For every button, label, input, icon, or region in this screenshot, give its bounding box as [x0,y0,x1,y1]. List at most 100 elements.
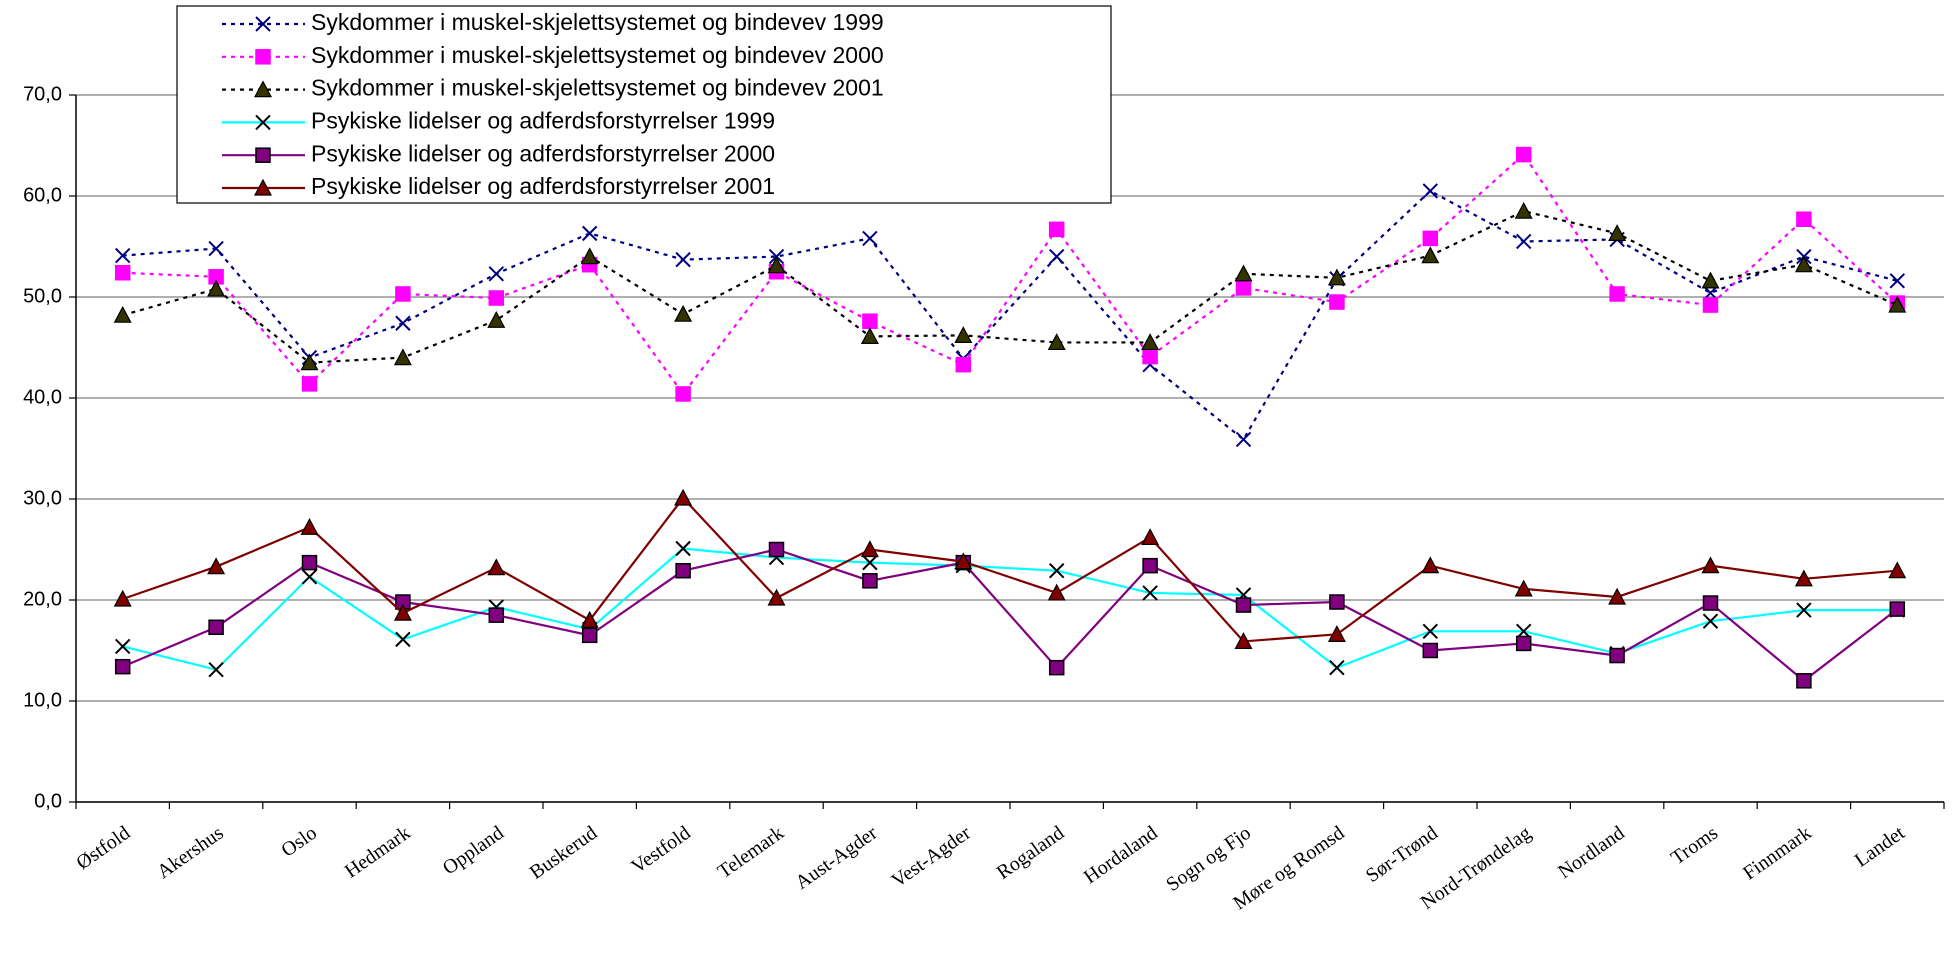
data-point [1608,587,1627,605]
data-point [860,327,879,344]
data-point [862,573,878,589]
data-point [581,627,598,644]
x-tick-label: Aust-Agder [791,822,881,894]
data-point [1234,264,1253,282]
data-point [395,286,411,302]
data-point [1327,268,1346,286]
data-point [954,552,973,570]
data-point [860,540,879,558]
legend-marker [254,80,272,98]
data-point [395,315,411,331]
data-point [1422,642,1439,659]
data-point [1514,579,1533,597]
data-point [862,554,878,571]
data-point [1141,528,1160,545]
data-point [114,247,131,264]
series-line [122,152,1899,396]
data-point [487,310,506,328]
data-point [1329,594,1345,610]
data-point [675,540,691,557]
data-point [1142,557,1158,574]
data-point [1702,613,1719,629]
data-point [580,610,599,628]
legend-label: Psykiske lidelser og adferdsforstyrrelse… [311,140,775,166]
data-point [1609,647,1625,664]
x-tick-label: Hedmark [341,822,415,883]
legend-marker [255,114,271,131]
legend-marker [255,49,271,65]
data-point [300,518,319,535]
data-point [1048,659,1065,676]
x-tick-label: Buskerud [526,822,601,884]
data-point [1794,569,1813,587]
data-point [767,256,786,274]
x-tick-label: Rogaland [993,822,1068,884]
x-tick-label: Landet [1851,822,1909,872]
data-point [1796,673,1812,689]
series-line [122,189,1898,442]
x-tick-label: Akershus [153,822,228,883]
legend-marker [255,16,271,32]
legend-label: Psykiske lidelser og adferdsforstyrrelse… [311,173,775,199]
x-tick-label: Oslo [277,822,321,862]
data-point [1047,583,1066,601]
series-line [122,547,1898,671]
data-point [675,562,691,579]
data-point [1235,597,1252,613]
data-point [395,631,411,648]
data-point [301,569,318,585]
data-point [1235,431,1252,448]
x-tick-label: Troms [1667,822,1722,870]
data-point [393,603,412,621]
x-tick-label: Hordaland [1080,822,1162,888]
legend-label: Sykdommer i muskel-skjelettsystemet og b… [311,75,884,101]
data-point [1329,294,1345,310]
data-point [488,290,505,306]
data-point [113,305,132,323]
x-tick-label: Østfold [72,822,134,874]
data-point [1889,601,1906,617]
data-point [1421,246,1440,264]
data-point [1888,561,1907,579]
data-point [1702,595,1719,611]
data-point [1235,280,1252,296]
x-tick-label: Sør-Trønd [1362,822,1442,887]
data-point [300,353,319,371]
data-point [954,326,973,343]
data-point [114,658,131,675]
data-point [1422,230,1439,247]
data-point [1048,221,1065,238]
data-point [208,240,224,257]
data-point [1048,563,1065,579]
legend-label: Sykdommer i muskel-skjelettsystemet og b… [311,42,884,68]
x-tick-label: Telemark [714,822,788,883]
data-point [208,661,224,678]
data-point [488,266,505,282]
x-tick-label: Oppland [439,822,508,880]
data-point [1142,348,1158,365]
data-point [1701,271,1720,289]
data-point [1421,556,1440,574]
data-point [1888,295,1907,313]
data-point [1608,224,1627,241]
data-point [207,557,226,575]
data-point [301,554,318,571]
y-tick-label: 40,0 [23,386,62,408]
legend-label: Psykiske lidelser og adferdsforstyrrelse… [311,107,775,133]
data-point [1048,248,1065,265]
series-line [122,548,1898,683]
data-point [1329,659,1345,676]
data-point [768,541,785,558]
data-point [862,313,878,329]
data-point [955,356,972,373]
data-point [301,376,318,392]
data-point [113,589,132,607]
legend-box [176,5,1112,204]
data-point [487,558,506,576]
data-point [1796,211,1812,227]
y-tick-label: 50,0 [23,285,62,307]
data-point [1422,623,1439,640]
x-tick-label: Nordland [1554,822,1629,883]
data-point [1796,602,1812,618]
data-point [207,279,226,297]
